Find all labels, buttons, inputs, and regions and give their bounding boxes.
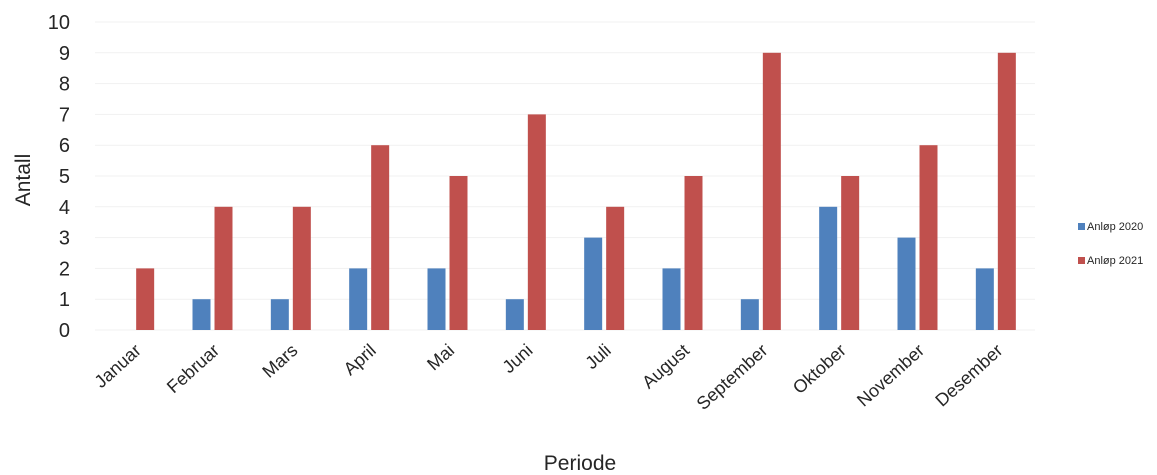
bar-series-2 (371, 145, 390, 330)
y-tick-label: 10 (48, 12, 70, 34)
x-tick-label: September (693, 340, 772, 414)
bar-series-2 (449, 176, 468, 330)
bars (136, 52, 1016, 331)
x-axis-title: Periode (544, 452, 616, 475)
bar-series-2 (684, 176, 703, 330)
x-tick-label: August (638, 340, 693, 392)
x-tick-label: Oktober (789, 340, 850, 398)
legend-label: Anløp 2020 (1087, 221, 1143, 233)
y-axis-ticks: 0 1 2 3 4 5 6 7 8 9 10 (48, 12, 70, 342)
x-tick-label: Februar (163, 340, 223, 397)
y-tick-label: 3 (59, 228, 70, 250)
bar-series-1 (662, 268, 681, 330)
x-tick-label: April (340, 340, 380, 379)
x-tick-label: Mai (423, 340, 458, 374)
bar-series-2 (527, 114, 546, 331)
legend-swatch (1078, 257, 1085, 264)
y-tick-label: 2 (59, 258, 70, 280)
y-tick-label: 6 (59, 135, 70, 157)
legend-label: Anløp 2021 (1087, 255, 1143, 267)
y-tick-label: 8 (59, 74, 70, 96)
bar-series-2 (841, 176, 860, 330)
y-axis-title: Antall (12, 154, 35, 207)
bar-series-2 (997, 52, 1016, 331)
bar-series-1 (975, 268, 994, 330)
x-tick-label: Januar (91, 340, 145, 392)
bar-series-2 (136, 268, 155, 330)
bar-series-2 (214, 206, 233, 330)
bar-series-1 (584, 237, 603, 330)
x-tick-label: Juni (499, 340, 537, 377)
x-tick-label: Desember (931, 340, 1006, 410)
bar-series-1 (740, 299, 759, 330)
bar-series-1 (505, 299, 524, 330)
bar-series-2 (919, 145, 938, 330)
legend-swatch (1078, 223, 1085, 230)
y-tick-label: 4 (59, 197, 70, 219)
y-tick-label: 0 (59, 320, 70, 342)
bar-series-2 (606, 206, 625, 330)
bar-series-1 (270, 299, 289, 330)
y-tick-label: 9 (59, 43, 70, 65)
y-tick-label: 7 (59, 104, 70, 126)
x-tick-label: Juli (581, 340, 614, 373)
gridlines (95, 21, 1035, 331)
x-tick-label: November (853, 340, 928, 410)
bar-series-1 (427, 268, 446, 330)
bar-series-1 (819, 206, 838, 330)
y-tick-label: 1 (59, 289, 70, 311)
x-axis-ticks: Januar Februar Mars April Mai Juni Juli August S… (91, 340, 1007, 414)
bar-series-1 (349, 268, 368, 330)
bar-series-1 (192, 299, 211, 330)
bar-series-1 (897, 237, 916, 330)
legend: Anløp 2020 Anløp 2021 (1078, 221, 1143, 267)
bar-series-2 (292, 206, 311, 330)
y-tick-label: 5 (59, 166, 70, 188)
x-tick-label: Mars (258, 340, 301, 382)
bar-series-2 (762, 52, 781, 331)
